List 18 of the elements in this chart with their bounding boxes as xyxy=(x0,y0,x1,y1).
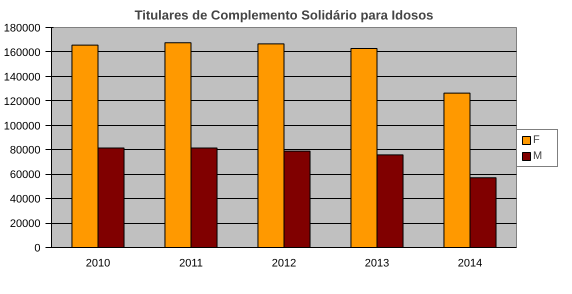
y-tick-label: 160000 xyxy=(4,46,41,59)
y-tick-label: 20000 xyxy=(10,218,41,230)
y-tick-label: 100000 xyxy=(4,120,41,132)
legend-label: M xyxy=(533,150,544,162)
x-tick-label: 2013 xyxy=(364,258,390,270)
x-tick-label: 2010 xyxy=(86,258,110,270)
x-tick-label: 2014 xyxy=(458,258,482,270)
y-tick-label: 40000 xyxy=(10,194,41,206)
y-tick-label: 180000 xyxy=(4,22,41,34)
x-tick-label: 2012 xyxy=(272,258,296,270)
y-tick-label: 80000 xyxy=(10,144,41,157)
chart-title: Titulares de Complemento Solidário para Idosos xyxy=(134,8,434,22)
y-tick-label: 140000 xyxy=(4,71,41,84)
y-tick-label: 0 xyxy=(34,242,41,254)
legend-label: F xyxy=(533,134,541,146)
y-tick-label: 60000 xyxy=(10,169,41,182)
y-tick-label: 120000 xyxy=(4,96,41,108)
x-tick-label: 2011 xyxy=(179,258,203,270)
